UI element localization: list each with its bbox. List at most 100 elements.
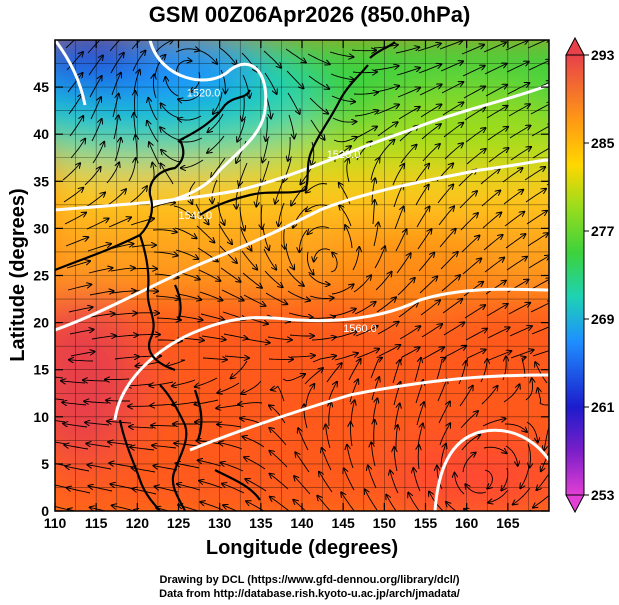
streamline [175, 249, 198, 259]
streamline [66, 261, 90, 269]
streamline [439, 229, 456, 248]
streamline [92, 142, 104, 164]
streamline [63, 424, 88, 428]
streamline [309, 97, 328, 114]
streamline [311, 337, 336, 340]
streamline [525, 189, 546, 203]
streamline [480, 169, 500, 185]
streamline [394, 404, 400, 428]
streamline [462, 258, 481, 275]
streamline [166, 359, 186, 366]
y-tick-label: 0 [41, 503, 49, 519]
coastlines [55, 41, 396, 511]
streamline [242, 272, 262, 288]
colorbar: 253 261 269 277 285 293 [565, 36, 615, 514]
streamline [291, 185, 306, 206]
streamline [526, 421, 538, 442]
streamline [241, 250, 257, 270]
streamline [68, 307, 93, 313]
streamline [508, 303, 530, 315]
streamline [239, 206, 245, 231]
streamline [465, 484, 487, 494]
streamline [420, 300, 440, 316]
streamline [181, 159, 204, 168]
streamline [394, 447, 398, 472]
streamline [299, 229, 308, 252]
streamline [240, 228, 252, 251]
streamline [177, 484, 201, 491]
streamline [223, 505, 238, 511]
streamline [390, 470, 399, 494]
streamline [397, 88, 420, 98]
streamline [309, 296, 334, 299]
streamline [306, 251, 313, 275]
streamline [332, 117, 356, 122]
streamline [178, 315, 203, 320]
streamline [132, 268, 157, 269]
streamline [61, 381, 86, 383]
streamline [173, 205, 194, 218]
streamline [265, 292, 287, 304]
streamline [129, 186, 147, 204]
streamline [172, 401, 197, 405]
streamline [331, 253, 337, 273]
streamline [109, 40, 121, 52]
streamline [208, 113, 224, 132]
streamline [198, 460, 222, 467]
contour-line [55, 40, 87, 106]
x-tick-label: 130 [208, 515, 232, 531]
streamline [524, 167, 545, 181]
streamline [221, 463, 244, 472]
streamline [417, 229, 432, 250]
streamline [418, 64, 441, 74]
streamline [87, 465, 112, 470]
streamline [175, 49, 199, 52]
x-tick-label: 120 [126, 515, 150, 531]
streamline [372, 178, 375, 203]
streamline [62, 163, 80, 181]
streamline [202, 358, 227, 360]
streamline [152, 445, 177, 448]
streamline [455, 473, 465, 495]
streamline [269, 428, 287, 446]
streamline [483, 42, 506, 53]
streamline [111, 291, 136, 293]
streamline [65, 40, 76, 49]
streamline [520, 465, 530, 488]
streamline [370, 358, 382, 379]
streamline [414, 358, 421, 382]
streamline [148, 98, 158, 121]
streamline [288, 114, 294, 138]
streamline [197, 49, 217, 64]
streamline [108, 217, 131, 228]
streamline [133, 70, 140, 94]
streamline [464, 305, 485, 319]
streamline [351, 400, 355, 425]
streamline [419, 85, 442, 96]
streamline [436, 358, 446, 380]
streamline [482, 213, 501, 229]
y-tick-label: 20 [33, 315, 49, 331]
streamline [129, 427, 154, 428]
streamline [239, 162, 248, 186]
streamline [243, 437, 265, 448]
streamline [351, 422, 353, 447]
streamline [90, 97, 101, 120]
streamline [396, 253, 411, 274]
streamline [67, 488, 91, 494]
streamline [306, 183, 328, 193]
streamline [488, 489, 509, 503]
streamline [66, 466, 90, 472]
streamline [485, 85, 507, 97]
streamline [484, 64, 507, 75]
streamline [112, 94, 119, 118]
streamline [374, 246, 385, 269]
streamline [154, 55, 165, 77]
streamline [286, 268, 304, 286]
streamline [149, 381, 174, 386]
streamline [443, 322, 464, 336]
streamline [219, 47, 237, 65]
streamline [372, 398, 377, 423]
streamline [528, 60, 549, 71]
streamline [113, 335, 138, 337]
